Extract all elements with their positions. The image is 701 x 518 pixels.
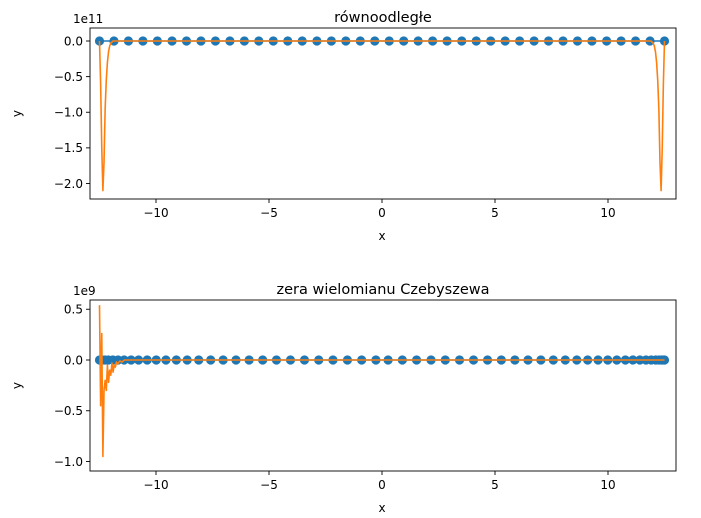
y-offset-label: 1e9 [73, 284, 96, 298]
x-tick-label: −5 [260, 478, 278, 492]
y-tick-label: −1.5 [54, 141, 83, 155]
x-tick-label: 0 [378, 478, 386, 492]
chart-bottom-chebyshev: −10 −5 0 5 10 0.5 0.0 −0.5 −1.0 zera wielomianu C… [10, 282, 677, 515]
x-tick-label: 5 [491, 206, 499, 220]
chart-title: zera wielomianu Czebyszewa [277, 282, 490, 298]
x-axis-label: x [378, 501, 385, 515]
y-tick-label: −0.5 [54, 404, 83, 418]
x-tick-label: 0 [378, 206, 386, 220]
x-tick-label: −10 [143, 206, 168, 220]
y-tick-label: 0.0 [64, 353, 83, 367]
x-axis-label: x [378, 229, 385, 243]
y-tick-label: −1.0 [54, 455, 83, 469]
chart-title: równoodległe [334, 10, 432, 26]
y-axis-label: y [10, 382, 24, 389]
interpolation-line [98, 40, 666, 192]
y-tick-label: −0.5 [54, 70, 83, 84]
x-tick-label: −10 [143, 478, 168, 492]
x-tick-label: 10 [600, 206, 615, 220]
chart-top-equidistant: −10 −5 0 5 10 0.0 −0.5 −1.0 −1.5 −2.0 równoodległe… [10, 10, 677, 243]
y-offset-label: 1e11 [73, 12, 103, 26]
axes-frame [89, 27, 677, 200]
y-tick-label: 0.5 [64, 303, 83, 317]
x-tick-label: −5 [260, 206, 278, 220]
y-tick-label: −2.0 [54, 177, 83, 191]
interpolation-line [98, 305, 665, 458]
y-tick-label: −1.0 [54, 106, 83, 120]
x-tick-label: 5 [491, 478, 499, 492]
y-axis-label: y [10, 110, 24, 117]
y-tick-label: 0.0 [64, 34, 83, 48]
x-tick-label: 10 [600, 478, 615, 492]
axes-frame [89, 299, 677, 472]
